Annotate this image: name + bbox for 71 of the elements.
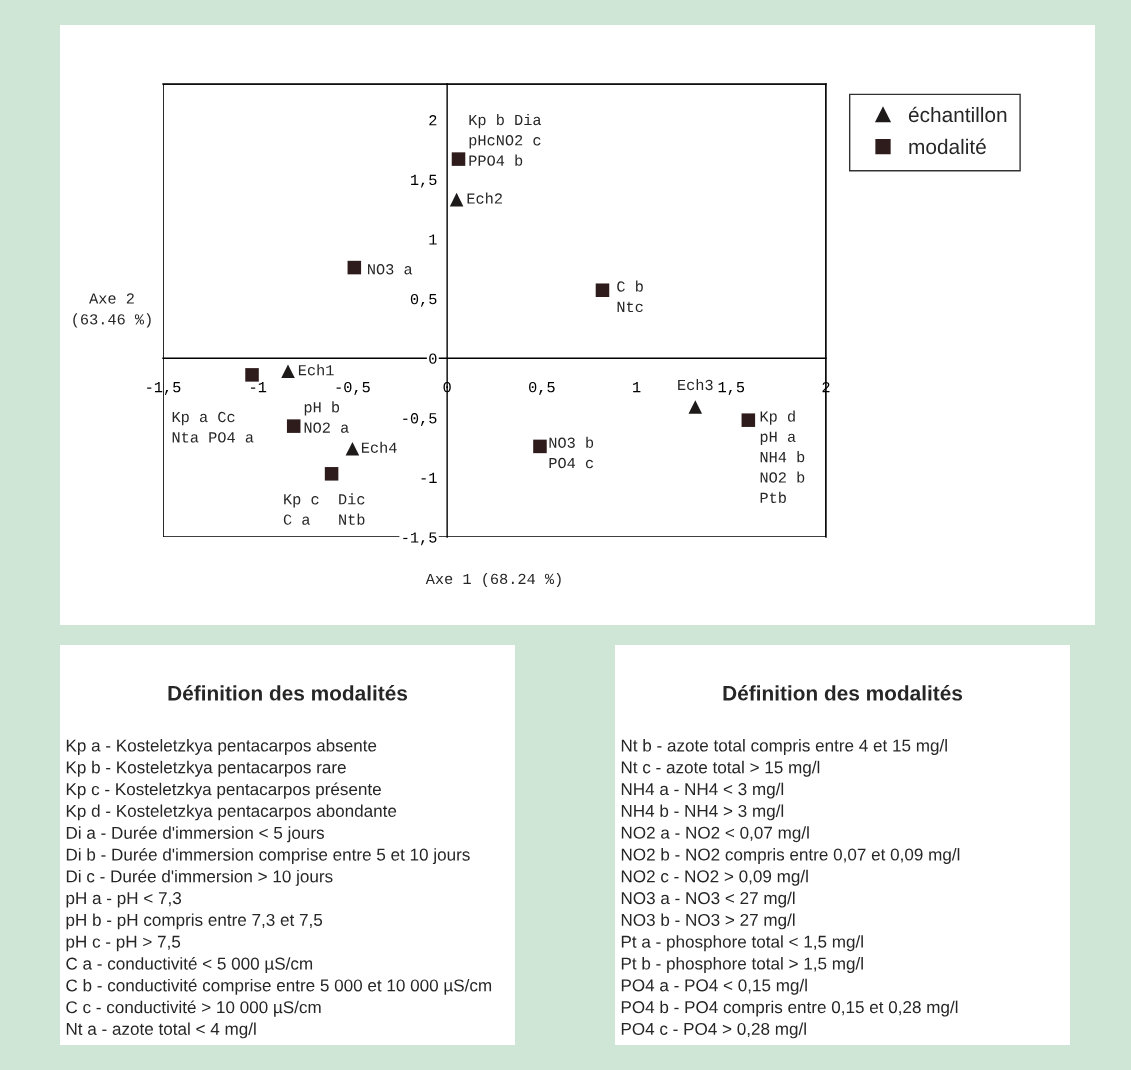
annotation: C b Ntc	[617, 280, 643, 313]
text: NO3 a - NO3 < 27 mg/l	[621, 891, 795, 908]
text: Kp c - Kosteletzkya pentacarpos présente	[66, 782, 381, 799]
y-tick-label: -1,5	[403, 532, 437, 546]
text: C c - conductivité > 10 000 µS/cm	[66, 1000, 321, 1017]
text: PO4 b - PO4 compris entre 0,15 et 0,28 mg/l	[621, 1000, 958, 1017]
text: Définition des modalités	[168, 685, 408, 701]
annotation: Ech2	[467, 192, 502, 204]
point	[688, 400, 703, 414]
text: PO4 c - PO4 > 0,28 mg/l	[621, 1022, 806, 1039]
text: NO2 a - NO2 < 0,07 mg/l	[621, 826, 809, 843]
point	[741, 413, 756, 427]
legend-label: modalité	[909, 138, 986, 155]
annotation: Ech3	[678, 378, 713, 391]
text: Nt a - azote total < 4 mg/l	[66, 1022, 256, 1039]
point	[595, 283, 610, 297]
text: pH a - pH < 7,3	[66, 892, 182, 908]
text: NO2 c - NO2 > 0,09 mg/l	[621, 869, 808, 886]
x-tick-label: 1,5	[718, 382, 745, 395]
point	[451, 152, 466, 166]
y-tick-label: -1	[421, 472, 437, 483]
x-tick-label: 1	[633, 382, 641, 393]
text: Nt c - azote total > 15 mg/l	[621, 760, 820, 777]
x-tick-label: -0,5	[336, 381, 370, 395]
point	[347, 260, 362, 275]
point	[286, 419, 301, 433]
y-tick-label: 0,5	[410, 293, 437, 307]
text: NO3 b - NO3 > 27 mg/l	[621, 913, 795, 930]
text: Di b - Durée d'immersion comprise entre 5 et 10 jours	[66, 847, 470, 865]
annotation: Kp d pH a NH4 b NO2 b Ptb	[760, 410, 805, 503]
x-axis-title: Axe 1 (68.24 %)	[425, 572, 561, 588]
y-tick-label: 1,5	[411, 174, 437, 188]
annotation: NO3 a	[368, 264, 413, 275]
point	[245, 368, 259, 382]
text: Pt a - phosphore total < 1,5 mg/l	[621, 935, 863, 952]
annotation: Kp a Cc Nta PO4 a	[172, 411, 254, 443]
y-tick-label: 2	[429, 115, 437, 126]
x-tick-label: -1	[251, 382, 267, 393]
point	[449, 192, 464, 207]
text: PO4 a - PO4 < 0,15 mg/l	[621, 978, 807, 995]
text: Di a - Durée d'immersion < 5 jours	[66, 826, 324, 843]
point	[533, 439, 547, 454]
text: Di c - Durée d'immersion > 10 jours	[66, 869, 333, 886]
annotation: pH b NO2 a	[304, 401, 349, 433]
annotation: Kp c Dic C a Ntb	[283, 493, 365, 525]
annotation: NO3 b PO4 c	[549, 436, 594, 469]
text: pH b - pH compris entre 7,3 et 7,5	[66, 913, 323, 930]
text: Définition des modalités	[723, 685, 963, 701]
text: NH4 a - NH4 < 3 mg/l	[621, 782, 784, 799]
text: C a - conductivité < 5 000 µS/cm	[66, 956, 313, 974]
text: Kp d - Kosteletzkya pentacarpos abondante	[66, 804, 397, 821]
annotation: Ech1	[298, 364, 334, 376]
text: pH c - pH > 7,5	[66, 935, 181, 952]
y-tick-label: 0	[429, 353, 437, 364]
text: Nt b - azote total compris entre 4 et 15 mg/l	[621, 739, 947, 755]
text: NO2 b - NO2 compris entre 0,07 et 0,09 mg/l	[621, 848, 960, 864]
text: Kp b - Kosteletzkya pentacarpos rare	[66, 760, 346, 777]
point	[345, 442, 360, 456]
x-tick-label: 0,5	[529, 381, 555, 395]
text: C b - conductivité comprise entre 5 000 et 10 000 µS/cm	[66, 978, 492, 995]
text: Pt b - phosphore total > 1,5 mg/l	[621, 957, 863, 973]
y-tick-label: 1	[429, 234, 437, 245]
text: Kp a - Kosteletzkya pentacarpos absente	[66, 739, 377, 755]
point	[324, 467, 339, 481]
annotation: Ech4	[361, 441, 397, 453]
legend-label: échantillon	[908, 106, 1007, 123]
text: NH4 b - NH4 > 3 mg/l	[621, 804, 784, 821]
y-tick-label: -0,5	[403, 413, 437, 427]
y-axis-title: Axe 2 (63.46 %)	[73, 293, 151, 328]
point	[281, 364, 295, 379]
annotation: Kp b Dia pHcNO2 c PPO4 b	[469, 113, 542, 166]
